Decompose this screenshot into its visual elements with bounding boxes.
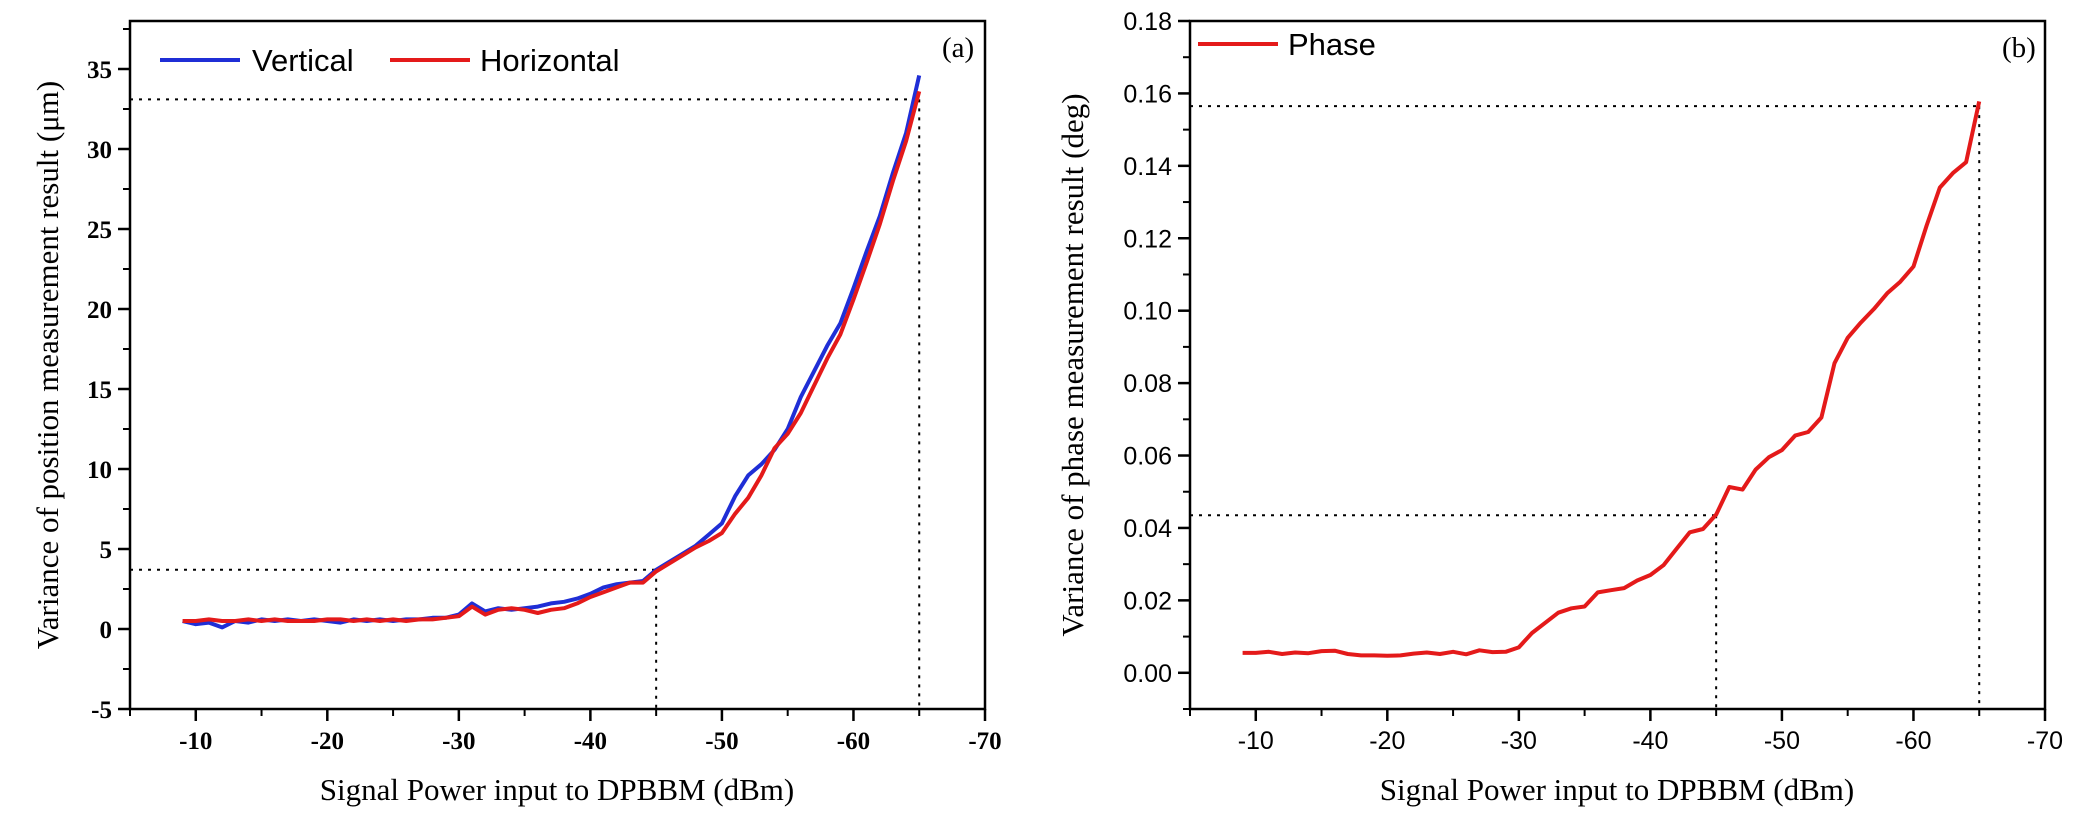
x-tick-label: -70 bbox=[2027, 727, 2063, 755]
x-tick-label: -60 bbox=[837, 728, 870, 755]
y-tick-label: 0.06 bbox=[1123, 443, 1172, 471]
legend-label-horizontal: Horizontal bbox=[480, 43, 620, 78]
y-tick-label: 25 bbox=[87, 217, 112, 244]
x-tick-label: -40 bbox=[574, 728, 607, 755]
x-tick-label: -50 bbox=[705, 728, 738, 755]
y-axis-label-a: Variance of position measurement result … bbox=[30, 81, 65, 649]
y-tick-label: 0.02 bbox=[1123, 587, 1172, 615]
x-tick-label: -10 bbox=[179, 728, 212, 755]
series-a bbox=[182, 74, 922, 630]
plot-frame-b bbox=[1188, 19, 2047, 711]
legend-label-vertical: Vertical bbox=[252, 43, 354, 78]
x-tick-label: -10 bbox=[1238, 727, 1274, 755]
y-tick-label: 0.10 bbox=[1123, 298, 1172, 326]
x-tick-label: -20 bbox=[311, 728, 344, 755]
series-line-phase bbox=[1242, 100, 1982, 658]
y-tick-label: 0.12 bbox=[1123, 225, 1172, 253]
series-b bbox=[1242, 100, 1982, 658]
y-tick-label: 20 bbox=[87, 297, 112, 324]
x-axis-label-b: Signal Power input to DPBBM (dBm) bbox=[1380, 772, 1855, 807]
x-ticks-b: -10 -20 -30 -40 -50 -60 -70 bbox=[1189, 709, 2063, 755]
panel-label-b: (b) bbox=[2002, 32, 2036, 64]
series-line-vertical bbox=[182, 74, 922, 630]
reference-lines-a bbox=[130, 98, 921, 709]
y-tick-label: 0.16 bbox=[1123, 80, 1172, 108]
y-tick-label: 15 bbox=[87, 377, 112, 404]
x-tick-label: -70 bbox=[968, 728, 1001, 755]
legend-a: Vertical Horizontal bbox=[160, 43, 620, 78]
legend-b: Phase bbox=[1198, 27, 1376, 62]
y-axis-label-b: Variance of phase measurement result (de… bbox=[1055, 93, 1090, 636]
x-tick-label: -40 bbox=[1632, 727, 1668, 755]
y-tick-label: 0.08 bbox=[1123, 370, 1172, 398]
panel-b: -10 -20 -30 -40 -50 -60 -70 0.000.020.040.060.… bbox=[1055, 8, 2063, 807]
y-tick-label: 0.14 bbox=[1123, 153, 1172, 181]
y-tick-label: 0 bbox=[100, 617, 113, 644]
y-tick-label: 30 bbox=[87, 137, 112, 164]
x-tick-label: -50 bbox=[1764, 727, 1800, 755]
y-tick-label: 0.00 bbox=[1123, 660, 1172, 688]
y-ticks-a: -5 0 5 10 15 20 25 30 35 bbox=[87, 28, 130, 724]
x-axis-label-a: Signal Power input to DPBBM (dBm) bbox=[320, 772, 795, 807]
legend-label-phase: Phase bbox=[1288, 27, 1376, 62]
x-tick-label: -20 bbox=[1369, 727, 1405, 755]
y-tick-label: 0.18 bbox=[1123, 8, 1172, 36]
series-line-horizontal bbox=[182, 90, 922, 623]
y-tick-label: 10 bbox=[87, 457, 112, 484]
y-tick-label: 35 bbox=[87, 57, 112, 84]
reference-lines-b bbox=[1190, 105, 1981, 709]
x-tick-label: -30 bbox=[442, 728, 475, 755]
plot-frame-a bbox=[128, 19, 987, 711]
panel-label-a: (a) bbox=[942, 32, 974, 64]
y-tick-label: 5 bbox=[100, 537, 113, 564]
x-tick-label: -30 bbox=[1501, 727, 1537, 755]
y-ticks-b: 0.00 0.02 0.04 0.06 0.08 0.10 0.12 0.14 0.16 0.18 bbox=[1123, 8, 1190, 710]
x-ticks-a: -10 -20 -30 -40 -50 -60 -70 bbox=[129, 709, 1002, 755]
y-tick-label: -5 bbox=[91, 697, 112, 724]
x-tick-label: -60 bbox=[1895, 727, 1931, 755]
y-tick-label: 0.04 bbox=[1123, 515, 1172, 543]
